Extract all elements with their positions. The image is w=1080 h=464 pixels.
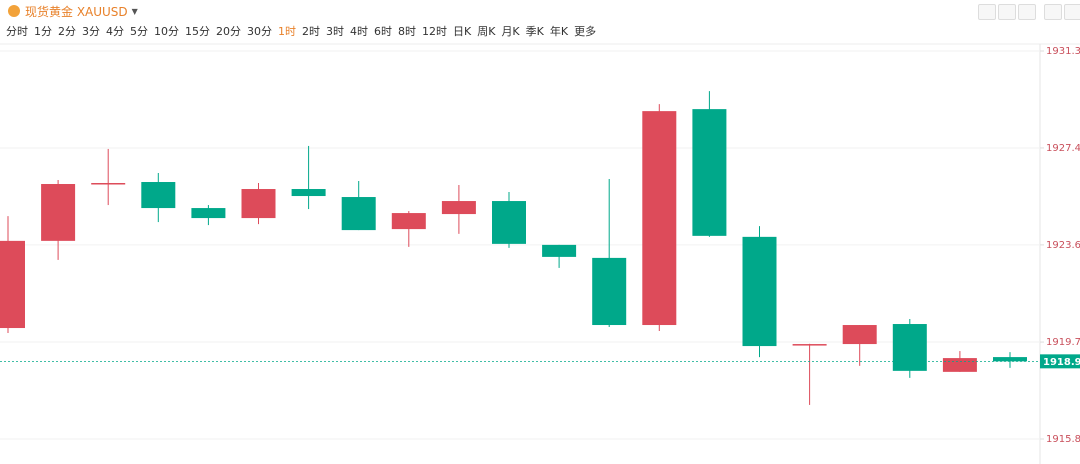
- y-tick-label: 1919.73: [1046, 337, 1080, 348]
- last-price-tag: [1040, 354, 1080, 369]
- interval-tab[interactable]: 周K: [477, 25, 496, 38]
- tool-button[interactable]: [978, 4, 996, 20]
- interval-tab[interactable]: 8时: [398, 25, 416, 38]
- symbol-header[interactable]: 现货黄金 XAUUSD ▼: [8, 2, 138, 20]
- interval-tab[interactable]: 季K: [525, 25, 544, 38]
- candle-body: [592, 257, 627, 326]
- candle-body: [291, 189, 326, 197]
- candle-body: [241, 189, 276, 219]
- interval-tab[interactable]: 3分: [82, 25, 100, 38]
- y-tick-label: 1915.86: [1046, 434, 1080, 445]
- candle-body: [41, 184, 76, 241]
- y-tick-label: 1927.48: [1046, 143, 1080, 154]
- tool-button[interactable]: [1018, 4, 1036, 20]
- interval-tab[interactable]: 30分: [247, 25, 272, 38]
- candle-body: [792, 344, 827, 346]
- interval-tab[interactable]: 15分: [185, 25, 210, 38]
- last-price-label: 1918.96: [1043, 357, 1080, 368]
- y-tick-label: 1923.61: [1046, 240, 1080, 251]
- interval-tab[interactable]: 分时: [6, 25, 28, 38]
- interval-tab[interactable]: 5分: [130, 25, 148, 38]
- candle-body: [892, 324, 927, 371]
- candle-body: [91, 183, 126, 185]
- candle-body: [0, 240, 25, 329]
- tool-button[interactable]: [998, 4, 1016, 20]
- interval-tab[interactable]: 10分: [154, 25, 179, 38]
- interval-tab[interactable]: 1时: [278, 25, 296, 38]
- candle-body: [492, 201, 526, 244]
- interval-tab[interactable]: 12时: [422, 25, 447, 38]
- interval-tabs: 分时 1分 2分 3分 4分 5分 10分 15分 20分 30分 1时 2时 3时 4时 6时 8时 12时日…: [6, 22, 602, 40]
- symbol-icon: [8, 5, 20, 17]
- interval-tab[interactable]: 日K: [453, 25, 472, 38]
- candle-body: [441, 201, 476, 215]
- candle-body: [191, 208, 226, 219]
- interval-tab[interactable]: 4分: [106, 25, 124, 38]
- interval-tab[interactable]: 2分: [58, 25, 76, 38]
- dropdown-caret: ▼: [131, 6, 138, 16]
- tool-button[interactable]: [1044, 4, 1062, 20]
- candle-body: [942, 358, 977, 372]
- close-button[interactable]: [1064, 4, 1080, 20]
- interval-tab[interactable]: 6时: [374, 25, 392, 38]
- candle-body: [642, 111, 677, 326]
- interval-tab[interactable]: 月K: [501, 25, 520, 38]
- candle-body: [341, 197, 376, 231]
- candle-body: [391, 213, 426, 230]
- interval-tab[interactable]: 年K: [549, 25, 569, 38]
- interval-tab[interactable]: 20分: [216, 25, 241, 38]
- candle-body: [742, 236, 777, 347]
- symbol-name: 现货黄金 XAUUSD: [25, 4, 128, 19]
- candle-body: [993, 357, 1027, 362]
- interval-tab[interactable]: 更多: [574, 25, 597, 38]
- candle-body: [692, 109, 727, 236]
- candle-body: [542, 244, 577, 257]
- interval-tab[interactable]: 3时: [326, 25, 344, 38]
- candle-body: [842, 325, 877, 345]
- interval-tab[interactable]: 4时: [350, 25, 368, 38]
- y-tick-label: 1931.35: [1046, 46, 1080, 57]
- interval-tab[interactable]: 1分: [34, 25, 52, 38]
- interval-tab[interactable]: 2时: [302, 25, 320, 38]
- candle-body: [141, 182, 176, 209]
